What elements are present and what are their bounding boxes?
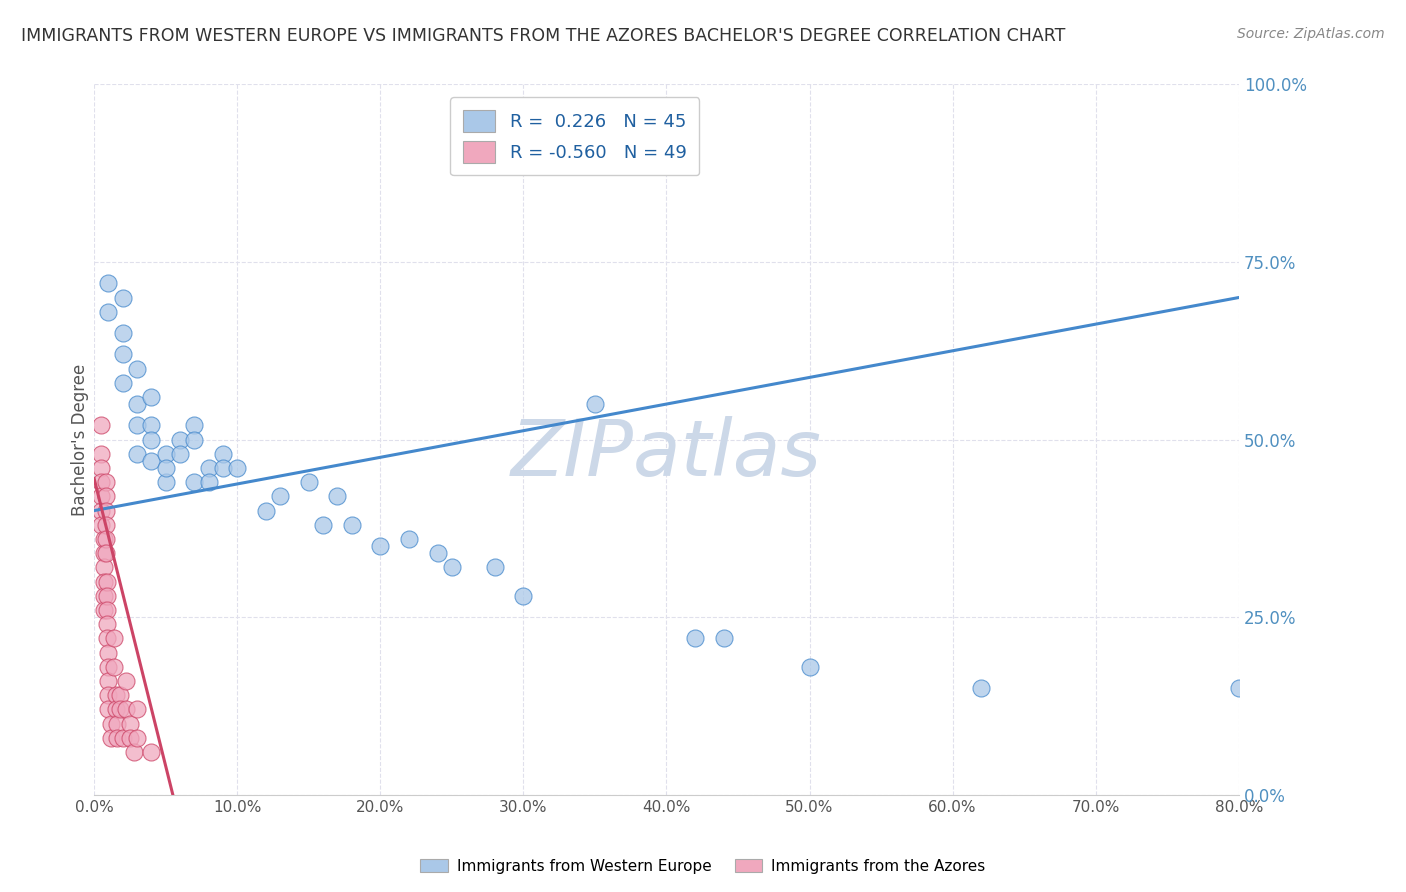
Point [183,433,205,447]
Point [94,532,117,546]
Point [155,461,177,475]
Point [141,390,163,404]
Point [103,632,125,646]
Point [93,546,115,560]
Point [125,731,148,745]
Point [94,517,117,532]
Point [96,632,118,646]
Point [326,489,349,503]
Point [108,702,131,716]
Point [169,447,191,461]
Point [368,539,391,553]
Point [111,326,134,340]
Point [340,517,363,532]
Point [90,447,112,461]
Point [799,660,821,674]
Point [125,702,148,716]
Point [269,489,291,503]
Point [254,503,277,517]
Point [97,646,120,660]
Point [169,433,191,447]
Point [155,475,177,490]
Point [97,277,120,291]
Point [155,447,177,461]
Point [122,745,145,759]
Point [97,702,120,716]
Point [90,503,112,517]
Point [183,418,205,433]
Point [125,361,148,376]
Point [94,546,117,560]
Point [183,475,205,490]
Point [93,574,115,589]
Point [90,461,112,475]
Point [118,731,141,745]
Point [398,532,420,546]
Point [90,475,112,490]
Point [197,475,219,490]
Point [93,589,115,603]
Y-axis label: Bachelor's Degree: Bachelor's Degree [72,363,89,516]
Point [97,674,120,689]
Point [93,603,115,617]
Text: Source: ZipAtlas.com: Source: ZipAtlas.com [1237,27,1385,41]
Point [105,716,128,731]
Text: IMMIGRANTS FROM WESTERN EUROPE VS IMMIGRANTS FROM THE AZORES BACHELOR'S DEGREE C: IMMIGRANTS FROM WESTERN EUROPE VS IMMIGR… [21,27,1066,45]
Point [125,418,148,433]
Point [212,447,235,461]
Point [713,632,735,646]
Point [212,461,235,475]
Point [512,589,534,603]
Point [111,347,134,361]
Point [1227,681,1250,695]
Point [141,433,163,447]
Point [125,397,148,411]
Point [90,517,112,532]
Point [93,560,115,574]
Point [226,461,249,475]
Point [104,688,127,702]
Point [683,632,706,646]
Point [96,603,118,617]
Point [97,688,120,702]
Point [97,660,120,674]
Point [105,731,128,745]
Point [583,397,606,411]
Point [484,560,506,574]
Point [103,660,125,674]
Text: ZIPatlas: ZIPatlas [510,416,823,491]
Point [197,461,219,475]
Point [114,702,136,716]
Point [93,532,115,546]
Point [96,574,118,589]
Point [94,475,117,490]
Point [90,418,112,433]
Point [97,304,120,318]
Point [94,489,117,503]
Point [298,475,321,490]
Point [440,560,463,574]
Point [141,745,163,759]
Legend: Immigrants from Western Europe, Immigrants from the Azores: Immigrants from Western Europe, Immigran… [415,853,991,880]
Point [426,546,449,560]
Point [970,681,993,695]
Point [111,376,134,390]
Legend: R =  0.226   N = 45, R = -0.560   N = 49: R = 0.226 N = 45, R = -0.560 N = 49 [450,97,699,176]
Point [111,291,134,305]
Point [94,503,117,517]
Point [141,418,163,433]
Point [96,589,118,603]
Point [90,489,112,503]
Point [312,517,335,532]
Point [108,688,131,702]
Point [100,716,122,731]
Point [96,617,118,632]
Point [104,702,127,716]
Point [125,447,148,461]
Point [118,716,141,731]
Point [111,731,134,745]
Point [100,731,122,745]
Point [114,674,136,689]
Point [141,454,163,468]
